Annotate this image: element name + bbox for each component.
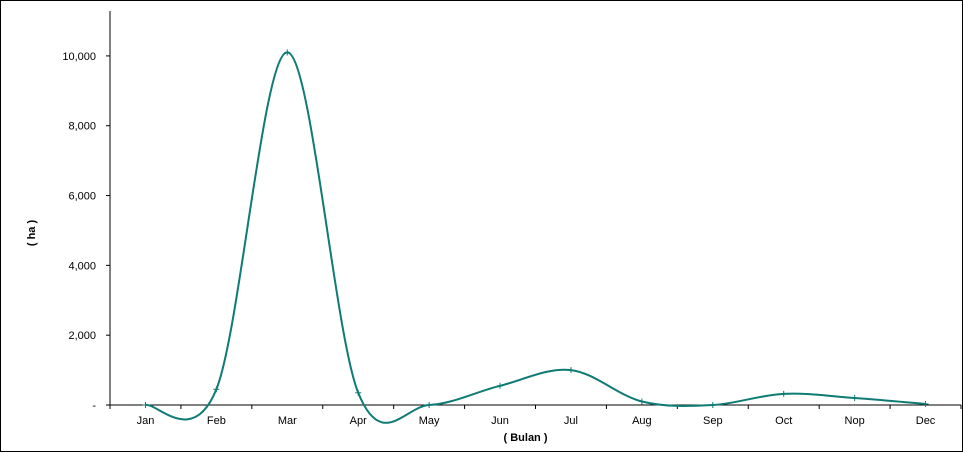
data-point-marker <box>213 386 220 393</box>
y-tick-label: 8,000 <box>68 121 96 133</box>
x-tick-label: Jun <box>491 415 509 427</box>
x-tick-label: Mar <box>278 415 297 427</box>
x-tick-label: Feb <box>207 415 226 427</box>
y-tick-label: 10,000 <box>62 51 96 63</box>
x-tick-label: Sep <box>703 415 723 427</box>
y-tick-label: - <box>92 400 96 412</box>
data-point-marker <box>426 402 433 408</box>
y-axis-title: ( ha ) <box>26 220 38 247</box>
x-tick-label: Oct <box>775 415 792 427</box>
y-axis-ticks: - 2,000 4,000 6,000 8,000 10,000 <box>62 51 110 412</box>
x-tick-label: Jul <box>564 415 578 427</box>
x-axis-ticks: Jan Feb Mar Apr May Jun Jul Aug Sep Oct Nop Dec <box>109 405 962 427</box>
series-group <box>142 49 929 424</box>
data-point-marker <box>567 367 574 374</box>
data-point-marker <box>497 382 504 389</box>
x-tick-label: Aug <box>632 415 652 427</box>
x-tick-label: Apr <box>350 415 367 427</box>
series-line <box>145 51 926 424</box>
data-point-marker <box>851 395 858 402</box>
x-tick-label: Nop <box>845 415 865 427</box>
data-point-marker <box>142 402 149 408</box>
data-point-marker <box>922 400 929 407</box>
x-tick-label: Jan <box>137 415 155 427</box>
data-point-marker <box>780 390 787 397</box>
x-axis-title: ( Bulan ) <box>504 432 548 444</box>
y-tick-label: 4,000 <box>68 260 96 272</box>
data-point-marker <box>638 398 645 405</box>
x-tick-label: Dec <box>916 415 936 427</box>
y-tick-label: 6,000 <box>68 191 96 203</box>
data-point-marker <box>284 49 291 56</box>
x-tick-label: May <box>419 415 440 427</box>
data-point-marker <box>709 402 716 408</box>
data-point-marker <box>355 389 362 396</box>
y-tick-label: 2,000 <box>68 330 96 342</box>
